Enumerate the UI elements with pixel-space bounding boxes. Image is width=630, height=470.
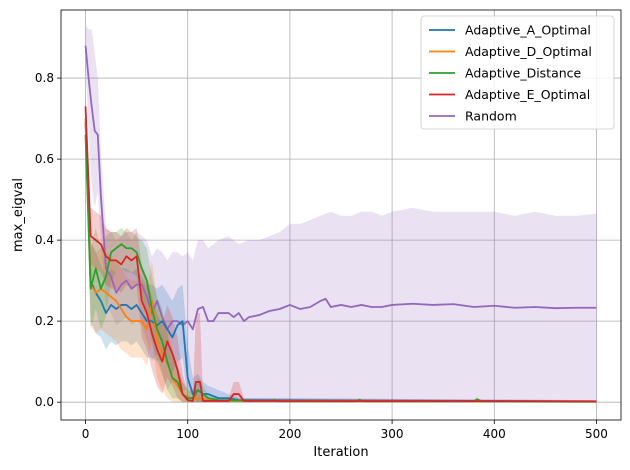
x-tick-label: 100 [176, 427, 199, 441]
x-axis-label: Iteration [313, 445, 368, 460]
legend-label: Adaptive_D_Optimal [465, 44, 592, 59]
line-adaptive-e-optimal [84, 106, 597, 403]
y-tick-label: 0.8 [35, 71, 54, 85]
legend-label: Adaptive_Distance [465, 66, 582, 81]
y-tick-label: 0.4 [35, 233, 54, 247]
plot-frame [60, 9, 622, 421]
y-axis-label: max_eigval [11, 178, 26, 252]
line-adaptive-a-optimal [84, 122, 597, 403]
legend-label: Adaptive_E_Optimal [465, 87, 590, 102]
y-axis-ticks: 0.0 0.2 0.4 0.6 0.8 [35, 71, 61, 409]
legend-box [420, 15, 615, 130]
y-tick-label: 0.2 [35, 314, 54, 328]
legend-label: Adaptive_A_Optimal [465, 23, 591, 38]
legend: Adaptive_A_Optimal Adaptive_D_Optimal Adap… [420, 15, 615, 130]
x-tick-label: 200 [278, 427, 301, 441]
x-tick-label: 300 [381, 427, 404, 441]
x-tick-label: 0 [82, 427, 90, 441]
x-axis-ticks: 0 100 200 300 400 500 [82, 420, 608, 441]
x-tick-label: 400 [483, 427, 506, 441]
band-random [85, 25, 597, 403]
y-tick-label: 0.0 [35, 395, 54, 409]
legend-label: Random [465, 109, 517, 124]
series-lines [84, 45, 597, 403]
x-tick-label: 500 [585, 427, 608, 441]
line-random [84, 45, 597, 331]
y-tick-label: 0.6 [35, 152, 54, 166]
confidence-bands [85, 25, 597, 403]
